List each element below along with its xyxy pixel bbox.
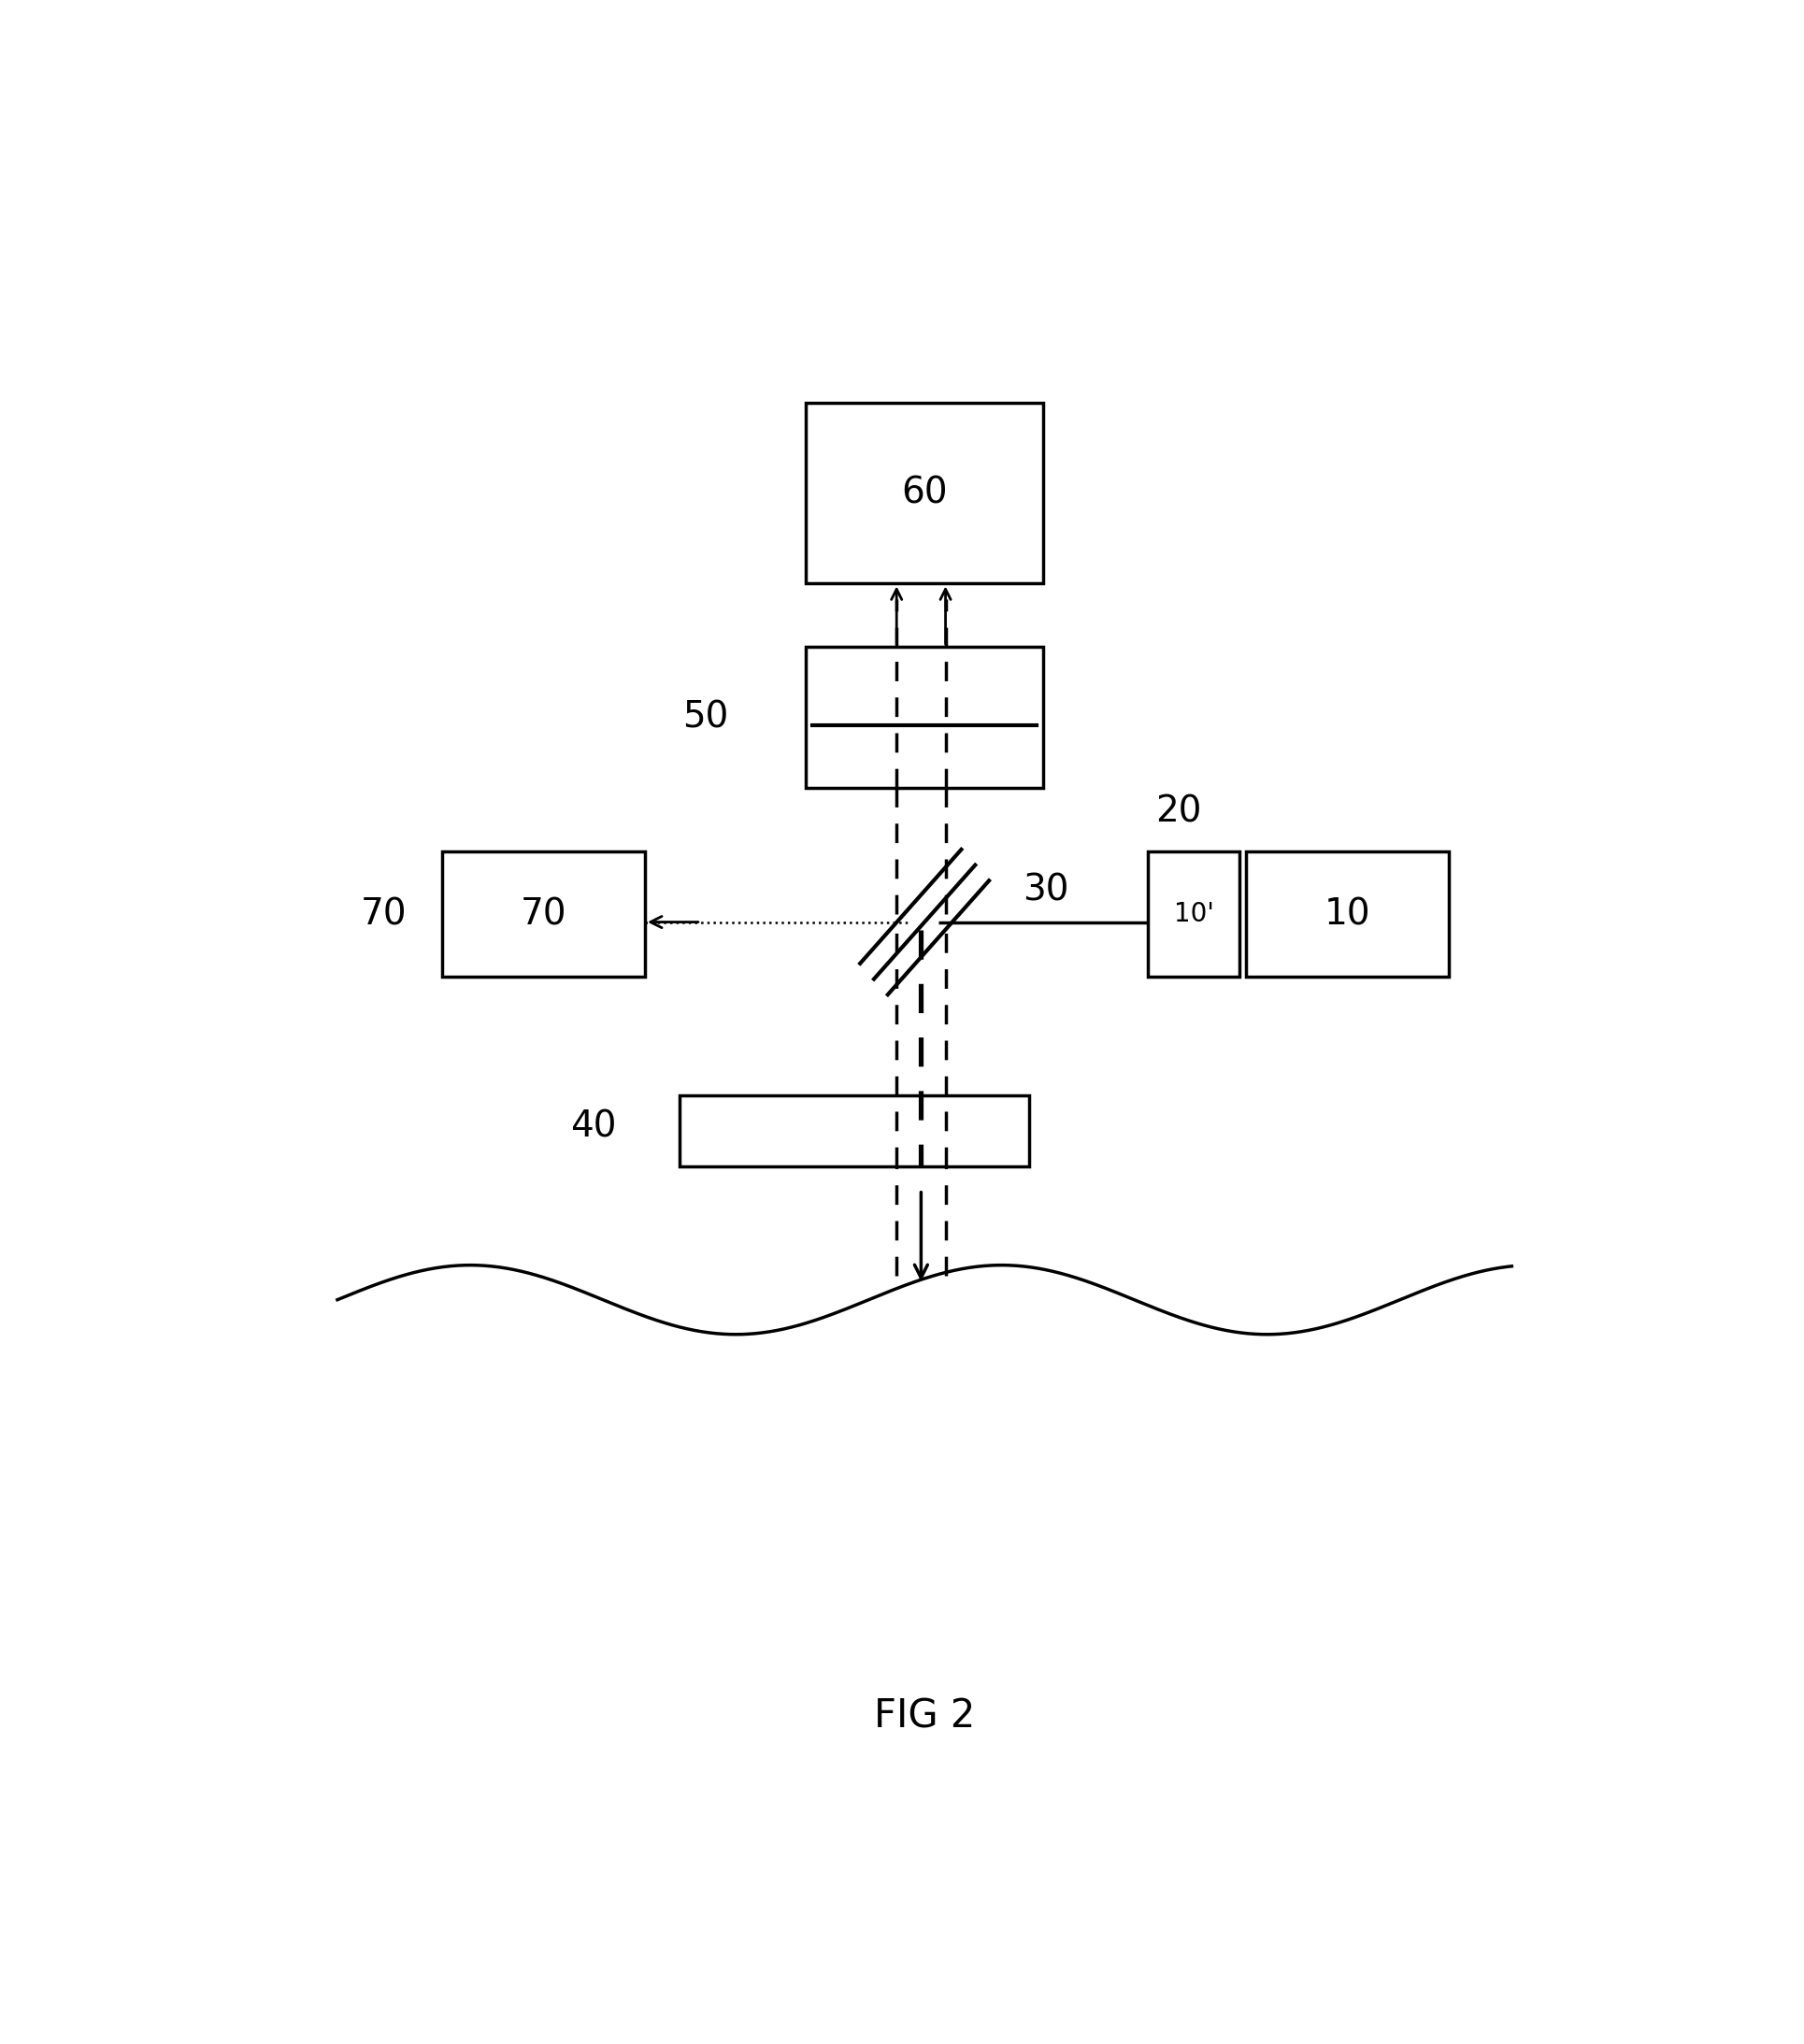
Bar: [806, 646, 1043, 789]
Text: 20: 20: [1155, 795, 1201, 830]
Bar: [806, 403, 1043, 585]
Bar: [442, 850, 646, 977]
Text: 50: 50: [682, 699, 729, 736]
Text: 30: 30: [1023, 873, 1068, 908]
Text: FIG 2: FIG 2: [873, 1697, 976, 1737]
Text: 40: 40: [570, 1110, 617, 1145]
Text: 10: 10: [1324, 897, 1371, 932]
Text: 70: 70: [520, 897, 566, 932]
Bar: [680, 1096, 1030, 1165]
Text: 10': 10': [1174, 901, 1214, 928]
Bar: [1149, 850, 1239, 977]
Text: 60: 60: [902, 476, 947, 511]
Bar: [1247, 850, 1449, 977]
Text: 70: 70: [361, 897, 408, 932]
